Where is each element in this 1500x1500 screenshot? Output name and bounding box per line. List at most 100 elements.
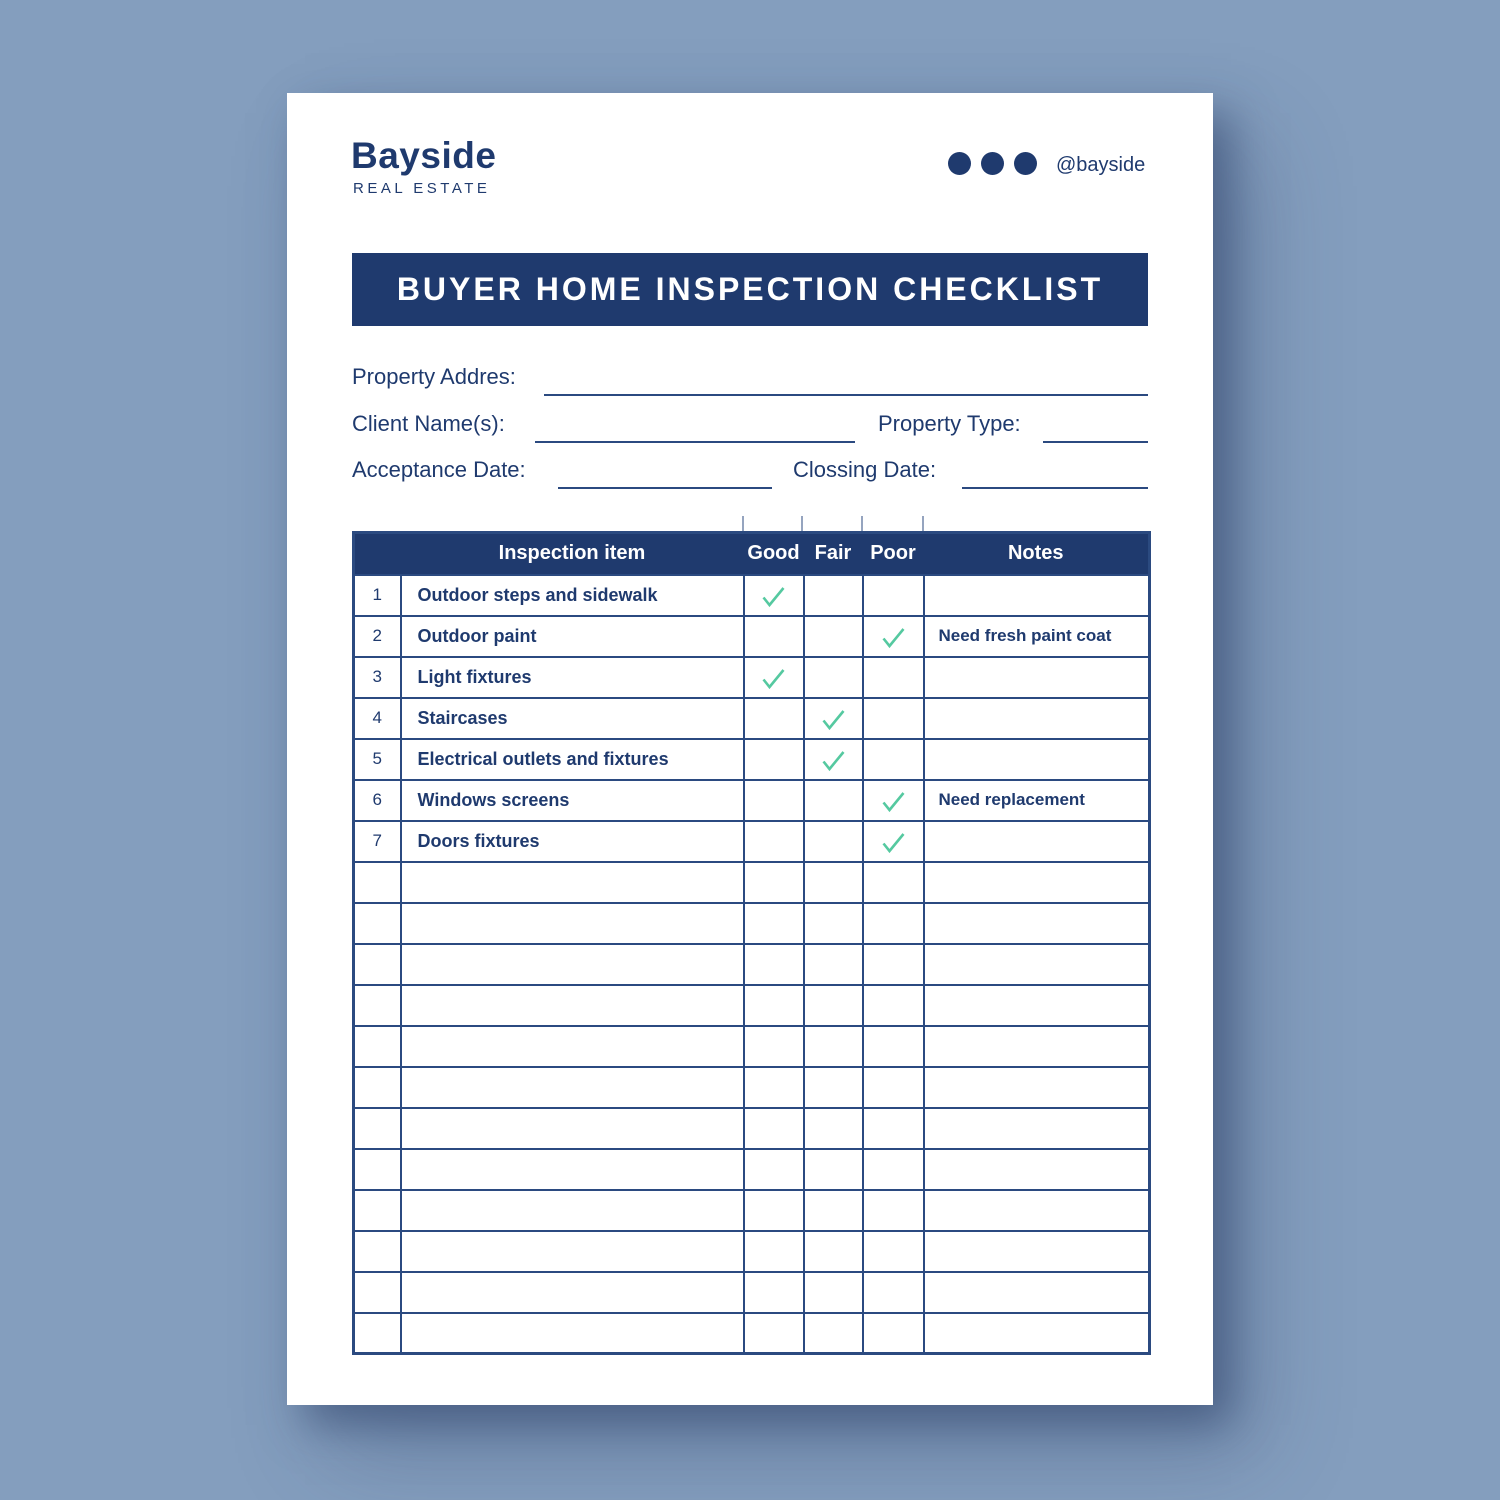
closing-date-label: Clossing Date:: [793, 457, 937, 482]
row-item: Light fixtures: [399, 655, 745, 699]
row-item: [399, 942, 745, 986]
row-item: Outdoor paint: [399, 614, 745, 658]
table-row: 4 Staircases: [352, 696, 1151, 740]
row-fair: [802, 778, 864, 822]
row-fair: [802, 737, 864, 781]
row-item: [399, 983, 745, 1027]
column-tick: [922, 516, 924, 531]
row-good: [742, 1270, 805, 1314]
row-number: [352, 1106, 402, 1150]
row-number: [352, 983, 402, 1027]
column-tick: [742, 516, 744, 531]
row-fair: [802, 901, 864, 945]
row-good: [742, 1188, 805, 1232]
row-poor: [861, 1147, 925, 1191]
row-fair: [802, 1065, 864, 1109]
checkmark-icon: [821, 709, 845, 730]
property-address-line: [544, 365, 1148, 396]
row-fair: [802, 983, 864, 1027]
inspection-table: Inspection item Good Fair Poor Notes 1 O…: [352, 531, 1151, 1355]
dot-icon: [948, 152, 971, 175]
row-number: 1: [352, 573, 402, 617]
column-tick: [801, 516, 803, 531]
acceptance-date-line: [558, 458, 772, 489]
table-row: [352, 1065, 1151, 1109]
dot-icon: [1014, 152, 1037, 175]
row-notes: [922, 1065, 1151, 1109]
dot-icon: [981, 152, 1004, 175]
row-fair: [802, 1106, 864, 1150]
row-notes: [922, 860, 1151, 904]
row-good: [742, 1147, 805, 1191]
row-notes: [922, 983, 1151, 1027]
row-number: [352, 1065, 402, 1109]
page-title: BUYER HOME INSPECTION CHECKLIST: [396, 271, 1104, 307]
checkmark-icon: [821, 750, 845, 771]
checkmark-icon: [762, 668, 785, 689]
row-number: [352, 1024, 402, 1068]
row-item: [399, 860, 745, 904]
table-row: 7 Doors fixtures: [352, 819, 1151, 863]
table-row: 5 Electrical outlets and fixtures: [352, 737, 1151, 781]
row-number: 7: [352, 819, 402, 863]
row-fair: [802, 942, 864, 986]
brand-dots: [948, 152, 1037, 175]
row-number: [352, 1311, 402, 1355]
row-notes: [922, 1024, 1151, 1068]
row-good: [742, 1229, 805, 1273]
row-good: [742, 573, 805, 617]
table-row: [352, 1106, 1151, 1150]
row-poor: [861, 983, 925, 1027]
checkmark-icon: [881, 832, 905, 853]
row-notes: [922, 1229, 1151, 1273]
col-header-notes: Notes: [923, 532, 1150, 575]
row-poor: [861, 1311, 925, 1355]
property-type-label: Property Type:: [878, 411, 1021, 436]
column-tick: [861, 516, 863, 531]
row-notes: [922, 901, 1151, 945]
row-poor: [861, 737, 925, 781]
row-notes: [922, 1270, 1151, 1314]
row-poor: [861, 614, 925, 658]
brand-name: Bayside: [351, 135, 497, 176]
col-header-poor: Poor: [862, 532, 924, 575]
col-header-fair: Fair: [803, 532, 863, 575]
row-fair: [802, 1229, 864, 1273]
row-fair: [802, 1147, 864, 1191]
row-number: 2: [352, 614, 402, 658]
social-handle: @bayside: [1056, 154, 1146, 176]
row-item: [399, 1311, 745, 1355]
closing-date-line: [962, 458, 1148, 489]
col-header-item: Inspection item: [400, 532, 744, 575]
table-row: 6 Windows screens Need replacement: [352, 778, 1151, 822]
client-name-label: Client Name(s):: [352, 411, 505, 436]
client-name-line: [535, 412, 855, 443]
row-item: [399, 1188, 745, 1232]
col-header-number: [353, 532, 401, 575]
row-poor: [861, 1188, 925, 1232]
table-header: Inspection item Good Fair Poor Notes: [353, 532, 1150, 575]
row-fair: [802, 1270, 864, 1314]
row-poor: [861, 942, 925, 986]
row-item: [399, 1106, 745, 1150]
document-page: Bayside REAL ESTATE @bayside BUYER HOME …: [287, 93, 1213, 1405]
row-fair: [802, 860, 864, 904]
row-poor: [861, 1106, 925, 1150]
row-number: [352, 1229, 402, 1273]
row-poor: [861, 1229, 925, 1273]
row-good: [742, 614, 805, 658]
row-notes: [922, 942, 1151, 986]
row-item: [399, 1024, 745, 1068]
row-fair: [802, 1311, 864, 1355]
table-row: [352, 983, 1151, 1027]
row-good: [742, 1065, 805, 1109]
row-poor: [861, 573, 925, 617]
row-fair: [802, 614, 864, 658]
row-notes: [922, 696, 1151, 740]
row-notes: [922, 655, 1151, 699]
row-number: 5: [352, 737, 402, 781]
row-poor: [861, 1024, 925, 1068]
row-poor: [861, 901, 925, 945]
row-item: [399, 1270, 745, 1314]
table-row: [352, 942, 1151, 986]
